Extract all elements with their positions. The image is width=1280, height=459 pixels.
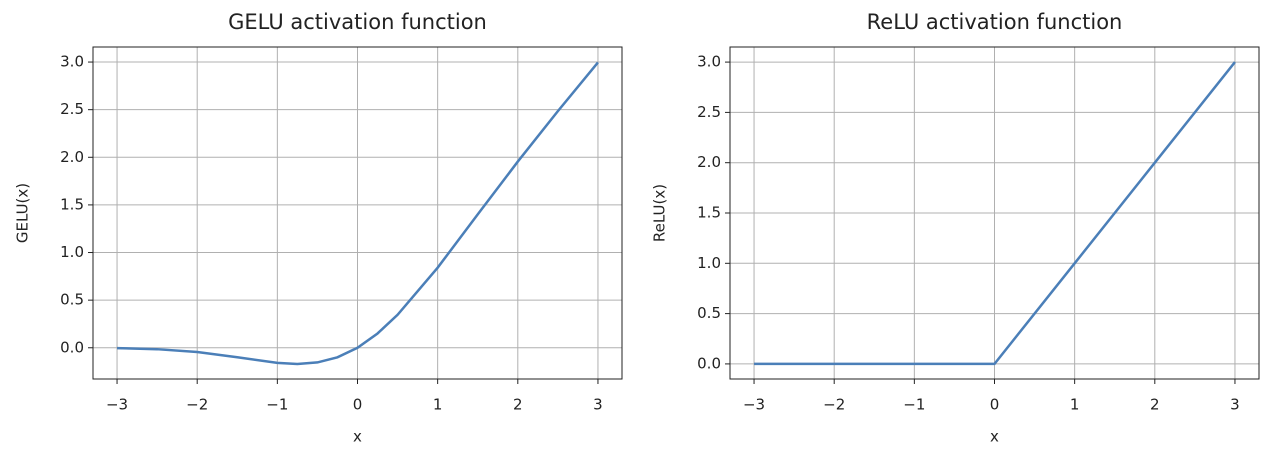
y-tick-label: 1.0 [697, 254, 721, 272]
chart-title: GELU activation function [228, 10, 487, 34]
x-tick-label: −1 [903, 396, 925, 414]
x-tick-label: 1 [1070, 396, 1080, 414]
x-tick-label: −3 [743, 396, 765, 414]
chart-title: ReLU activation function [867, 10, 1123, 34]
y-tick-label: 0.5 [60, 291, 84, 309]
x-tick-label: 3 [1230, 396, 1240, 414]
x-tick-label: 1 [433, 396, 443, 414]
y-tick-label: 2.5 [60, 100, 84, 118]
y-tick-label: 2.0 [697, 153, 721, 171]
x-tick-label: −3 [106, 396, 128, 414]
y-axis-label: ReLU(x) [651, 184, 669, 242]
plot-frame [729, 46, 1260, 380]
x-tick-label: −2 [186, 396, 208, 414]
y-tick-label: 1.5 [60, 195, 84, 213]
y-tick-label: 3.0 [60, 53, 84, 71]
y-tick-label: 0.0 [697, 354, 721, 372]
y-axis-label: GELU(x) [14, 183, 32, 243]
x-tick-label: 2 [513, 396, 523, 414]
y-tick-label: 3.0 [697, 53, 721, 71]
data-line [117, 61, 599, 366]
data-line [754, 61, 1236, 366]
y-tick-label: 2.0 [60, 148, 84, 166]
x-tick-label: 3 [593, 396, 603, 414]
x-tick-label: −1 [266, 396, 288, 414]
y-tick-label: 1.5 [697, 204, 721, 222]
x-tick-label: −2 [823, 396, 845, 414]
x-tick-label: 0 [353, 396, 363, 414]
x-axis-label: x [990, 428, 999, 446]
y-tick-label: 2.5 [697, 103, 721, 121]
plot-frame [92, 46, 623, 380]
x-tick-label: 2 [1150, 396, 1160, 414]
y-tick-label: 0.0 [60, 338, 84, 356]
x-axis-label: x [353, 428, 362, 446]
y-tick-label: 0.5 [697, 304, 721, 322]
x-tick-label: 0 [990, 396, 1000, 414]
y-tick-label: 1.0 [60, 243, 84, 261]
